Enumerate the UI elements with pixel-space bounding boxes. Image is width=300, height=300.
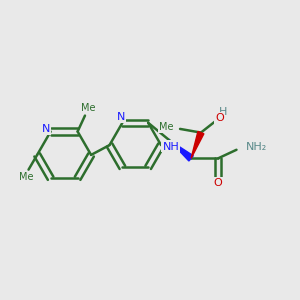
Text: NH: NH <box>163 142 179 152</box>
Text: N: N <box>117 112 125 122</box>
Polygon shape <box>191 131 204 158</box>
Text: N: N <box>42 124 50 134</box>
Text: NH₂: NH₂ <box>246 142 268 152</box>
Polygon shape <box>169 140 193 161</box>
Text: Me: Me <box>159 122 173 132</box>
Text: H: H <box>219 107 228 117</box>
Text: O: O <box>215 113 224 123</box>
Text: O: O <box>214 178 223 188</box>
Text: N: N <box>162 141 171 151</box>
Text: Me: Me <box>19 172 33 182</box>
Text: Me: Me <box>81 103 96 113</box>
